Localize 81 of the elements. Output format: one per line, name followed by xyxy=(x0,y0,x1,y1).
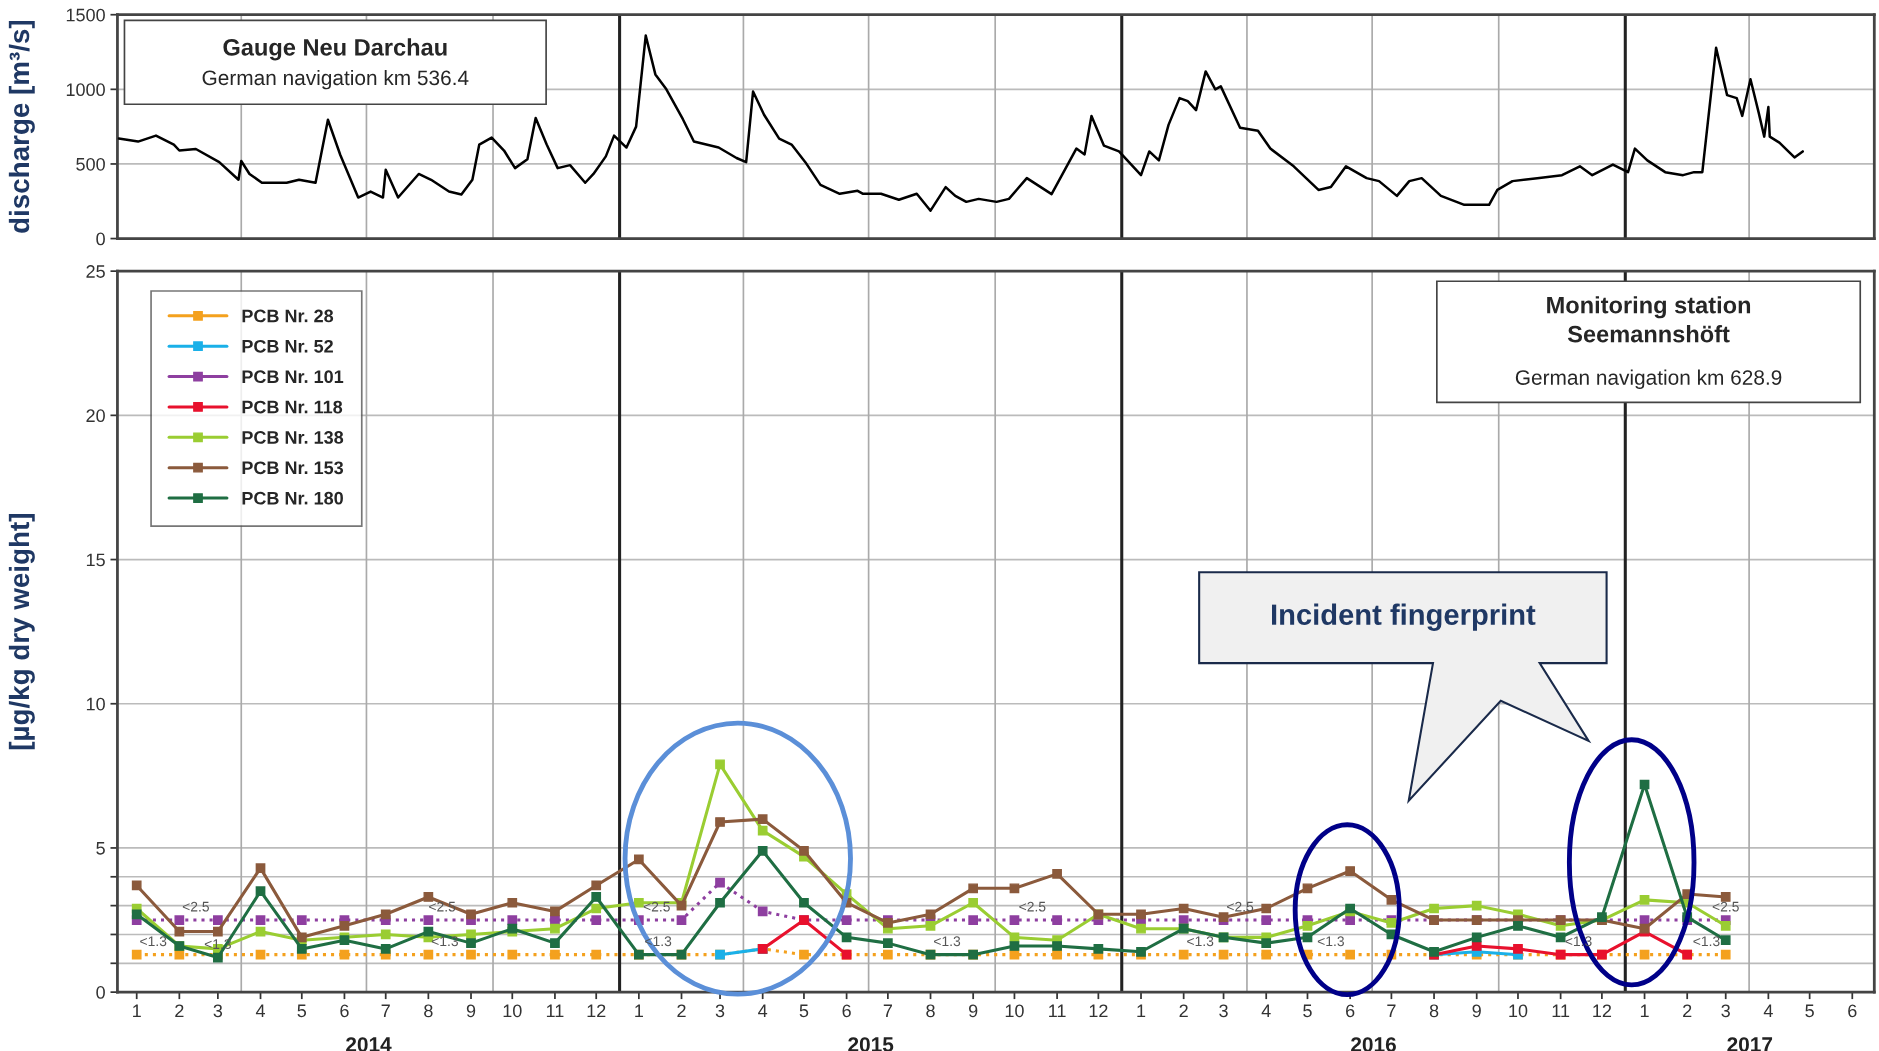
x-tick-label: 2 xyxy=(677,1004,686,1018)
x-tick-label: 12 xyxy=(587,1004,606,1018)
legend-label: PCB Nr. 101 xyxy=(242,370,344,384)
legend-label: PCB Nr. 153 xyxy=(242,461,344,475)
x-tick-label: 3 xyxy=(715,1004,725,1018)
y-axis-title: discharge [m³/s] xyxy=(8,20,35,233)
x-tick-label: 10 xyxy=(1005,1004,1024,1018)
x-tick-label: 2 xyxy=(1683,1004,1692,1018)
legend-label: PCB Nr. 52 xyxy=(242,339,333,353)
legend-label: PCB Nr. 138 xyxy=(242,431,344,444)
x-tick-label: 12 xyxy=(1593,1004,1612,1018)
annotation: <1.3 xyxy=(1693,936,1720,947)
x-tick-label: 6 xyxy=(1848,1004,1857,1018)
x-tick-label: 7 xyxy=(381,1004,390,1018)
x-tick-label: 9 xyxy=(466,1004,476,1018)
text: 2017 xyxy=(1727,1037,1773,1051)
x-tick-label: 5 xyxy=(1303,1004,1312,1018)
annotation: <2.5 xyxy=(1712,901,1739,912)
x-tick-label: 1 xyxy=(1137,1004,1146,1018)
text: 2016 xyxy=(1351,1037,1396,1051)
y-tick-label: 1500 xyxy=(66,8,105,22)
x-tick-label: 12 xyxy=(1089,1004,1108,1018)
x-tick-label: 6 xyxy=(340,1004,349,1018)
x-tick-label: 11 xyxy=(546,1004,564,1018)
x-tick-label: 2 xyxy=(1179,1004,1188,1018)
x-tick-label: 1 xyxy=(133,1004,141,1018)
x-tick-label: 2 xyxy=(175,1004,184,1018)
y-tick-label: 0 xyxy=(96,232,105,246)
x-tick-label: 9 xyxy=(1472,1004,1481,1018)
x-tick-label: 5 xyxy=(297,1004,307,1018)
y-tick-label: 15 xyxy=(86,553,105,567)
text: 2014 xyxy=(346,1037,392,1051)
x-tick-label: 9 xyxy=(969,1004,978,1018)
y-tick-label: 1000 xyxy=(66,83,105,97)
x-tick-label: 7 xyxy=(1387,1004,1396,1018)
y-tick-label: 20 xyxy=(86,409,105,423)
annotation: German navigation km 536.4 xyxy=(202,69,469,90)
x-tick-label: 11 xyxy=(1552,1004,1570,1018)
x-tick-label: 5 xyxy=(799,1004,809,1018)
y-tick-label: 10 xyxy=(86,697,105,711)
x-tick-label: 4 xyxy=(255,1004,266,1018)
y-axis-title: [µg/kg dry weight] xyxy=(8,514,35,750)
annotation: <1.3 xyxy=(1317,936,1344,947)
x-tick-label: 10 xyxy=(503,1004,522,1018)
x-tick-label: 4 xyxy=(1763,1004,1773,1018)
annotation: <1.3 xyxy=(934,936,961,947)
annotation: Gauge Neu Darchau xyxy=(223,38,447,61)
legend-label: PCB Nr. 28 xyxy=(242,309,334,323)
annotation: <2.5 xyxy=(1227,901,1254,912)
x-tick-label: 10 xyxy=(1509,1004,1528,1018)
x-tick-label: 6 xyxy=(842,1004,851,1018)
annotation: <2.5 xyxy=(1019,901,1046,912)
legend-label: PCB Nr. 180 xyxy=(242,491,343,505)
legend-label: PCB Nr. 118 xyxy=(242,400,343,414)
x-tick-label: 3 xyxy=(1219,1004,1228,1018)
x-tick-label: 8 xyxy=(926,1004,935,1018)
x-tick-label: 5 xyxy=(1805,1004,1814,1018)
annotation: German navigation km 628.9 xyxy=(1515,369,1782,390)
y-tick-label: 25 xyxy=(86,265,105,278)
x-tick-label: 7 xyxy=(883,1004,892,1018)
annotation: Incident fingerprint xyxy=(1271,603,1536,631)
x-tick-label: 3 xyxy=(1721,1004,1730,1018)
annotation: Monitoring station Seemannshöft xyxy=(1547,296,1751,343)
x-tick-label: 6 xyxy=(1346,1004,1355,1018)
x-tick-label: 4 xyxy=(1261,1004,1271,1018)
x-tick-label: 3 xyxy=(213,1004,223,1018)
x-tick-label: 11 xyxy=(1049,1004,1066,1018)
y-tick-label: 500 xyxy=(76,157,105,171)
annotation: <2.5 xyxy=(182,901,209,912)
annotation: <1.3 xyxy=(431,936,458,947)
annotation: <1.3 xyxy=(140,936,167,947)
x-tick-label: 8 xyxy=(424,1004,433,1018)
y-tick-label: 0 xyxy=(96,986,105,999)
y-tick-label: 5 xyxy=(96,842,105,855)
text: 2015 xyxy=(848,1037,894,1051)
x-tick-label: 4 xyxy=(758,1004,768,1018)
annotation: <2.5 xyxy=(643,901,670,912)
x-tick-label: 1 xyxy=(1640,1004,1649,1018)
x-tick-label: 1 xyxy=(635,1004,643,1018)
annotation: <1.3 xyxy=(1187,936,1214,947)
x-tick-label: 8 xyxy=(1429,1004,1439,1018)
